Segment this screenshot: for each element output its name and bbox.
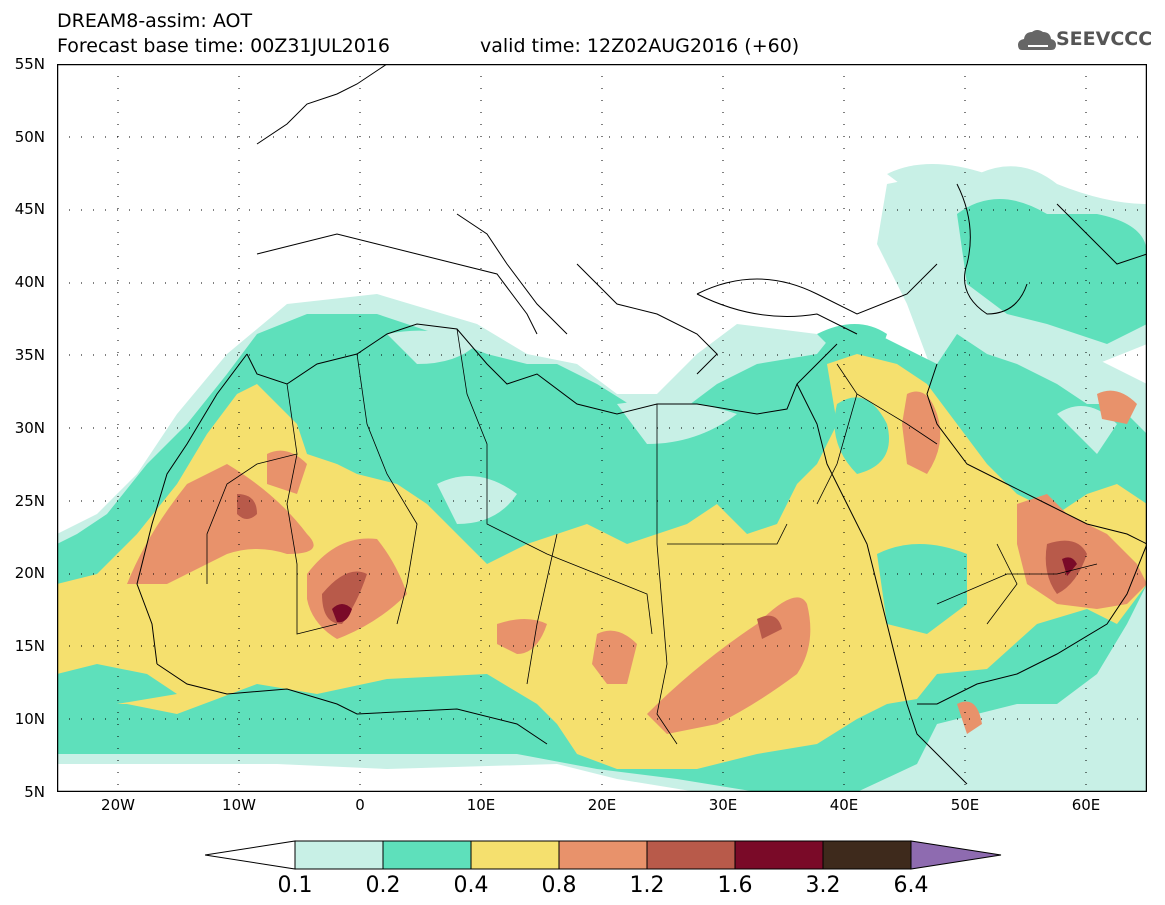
lat-label: 50N [14,128,45,146]
lat-label: 45N [14,200,45,218]
aot-level-1.6 [332,557,1077,623]
lon-label: 0 [355,796,365,814]
lat-label: 10N [14,710,45,728]
lon-label: 40E [829,796,859,814]
colorbar-label: 3.2 [805,873,841,898]
lat-label: 40N [14,273,45,291]
coastlines [136,64,1147,785]
colorbar [205,840,1002,870]
lat-label: 5N [24,783,45,801]
map-border [57,64,1147,792]
aot-map[interactable] [57,64,1147,792]
colorbar-swatch-upper [910,840,1002,870]
lon-label: 20E [587,796,617,814]
valid-time: valid time: 12Z02AUG2016 (+60) [480,35,800,57]
colorbar-swatch [734,840,824,870]
colorbar-label: 1.2 [629,873,665,898]
colorbar-label: 0.1 [277,873,313,898]
forecast-base-time: Forecast base time: 00Z31JUL2016 [57,35,390,57]
colorbar-label: 0.8 [541,873,577,898]
colorbar-swatch [294,840,384,870]
colorbar-swatch [646,840,736,870]
lon-label: 60E [1071,796,1101,814]
lat-label: 30N [14,419,45,437]
colorbar-swatch [470,840,560,870]
colorbar-swatch-lower [205,840,296,870]
lon-label: 30E [708,796,738,814]
colorbar-swatch [558,840,648,870]
lon-label: 50E [950,796,980,814]
lon-label: 20W [101,796,135,814]
colorbar-label: 6.4 [893,873,929,898]
colorbar-swatch [822,840,912,870]
map-title: DREAM8-assim: AOT [57,10,253,32]
lat-label: 35N [14,346,45,364]
cloud-icon [1018,30,1056,50]
logo-text: SEEVCCC [1056,28,1153,50]
lat-label: 25N [14,492,45,510]
colorbar-label: 0.2 [365,873,401,898]
colorbar-swatch [382,840,472,870]
colorbar-label: 1.6 [717,873,753,898]
lon-label: 10E [466,796,496,814]
lat-label: 15N [14,637,45,655]
lon-label: 10W [222,796,256,814]
lat-label: 55N [14,55,45,73]
aot-field [57,64,1147,792]
country-borders [206,328,1098,745]
colorbar-label: 0.4 [453,873,489,898]
lat-label: 20N [14,564,45,582]
